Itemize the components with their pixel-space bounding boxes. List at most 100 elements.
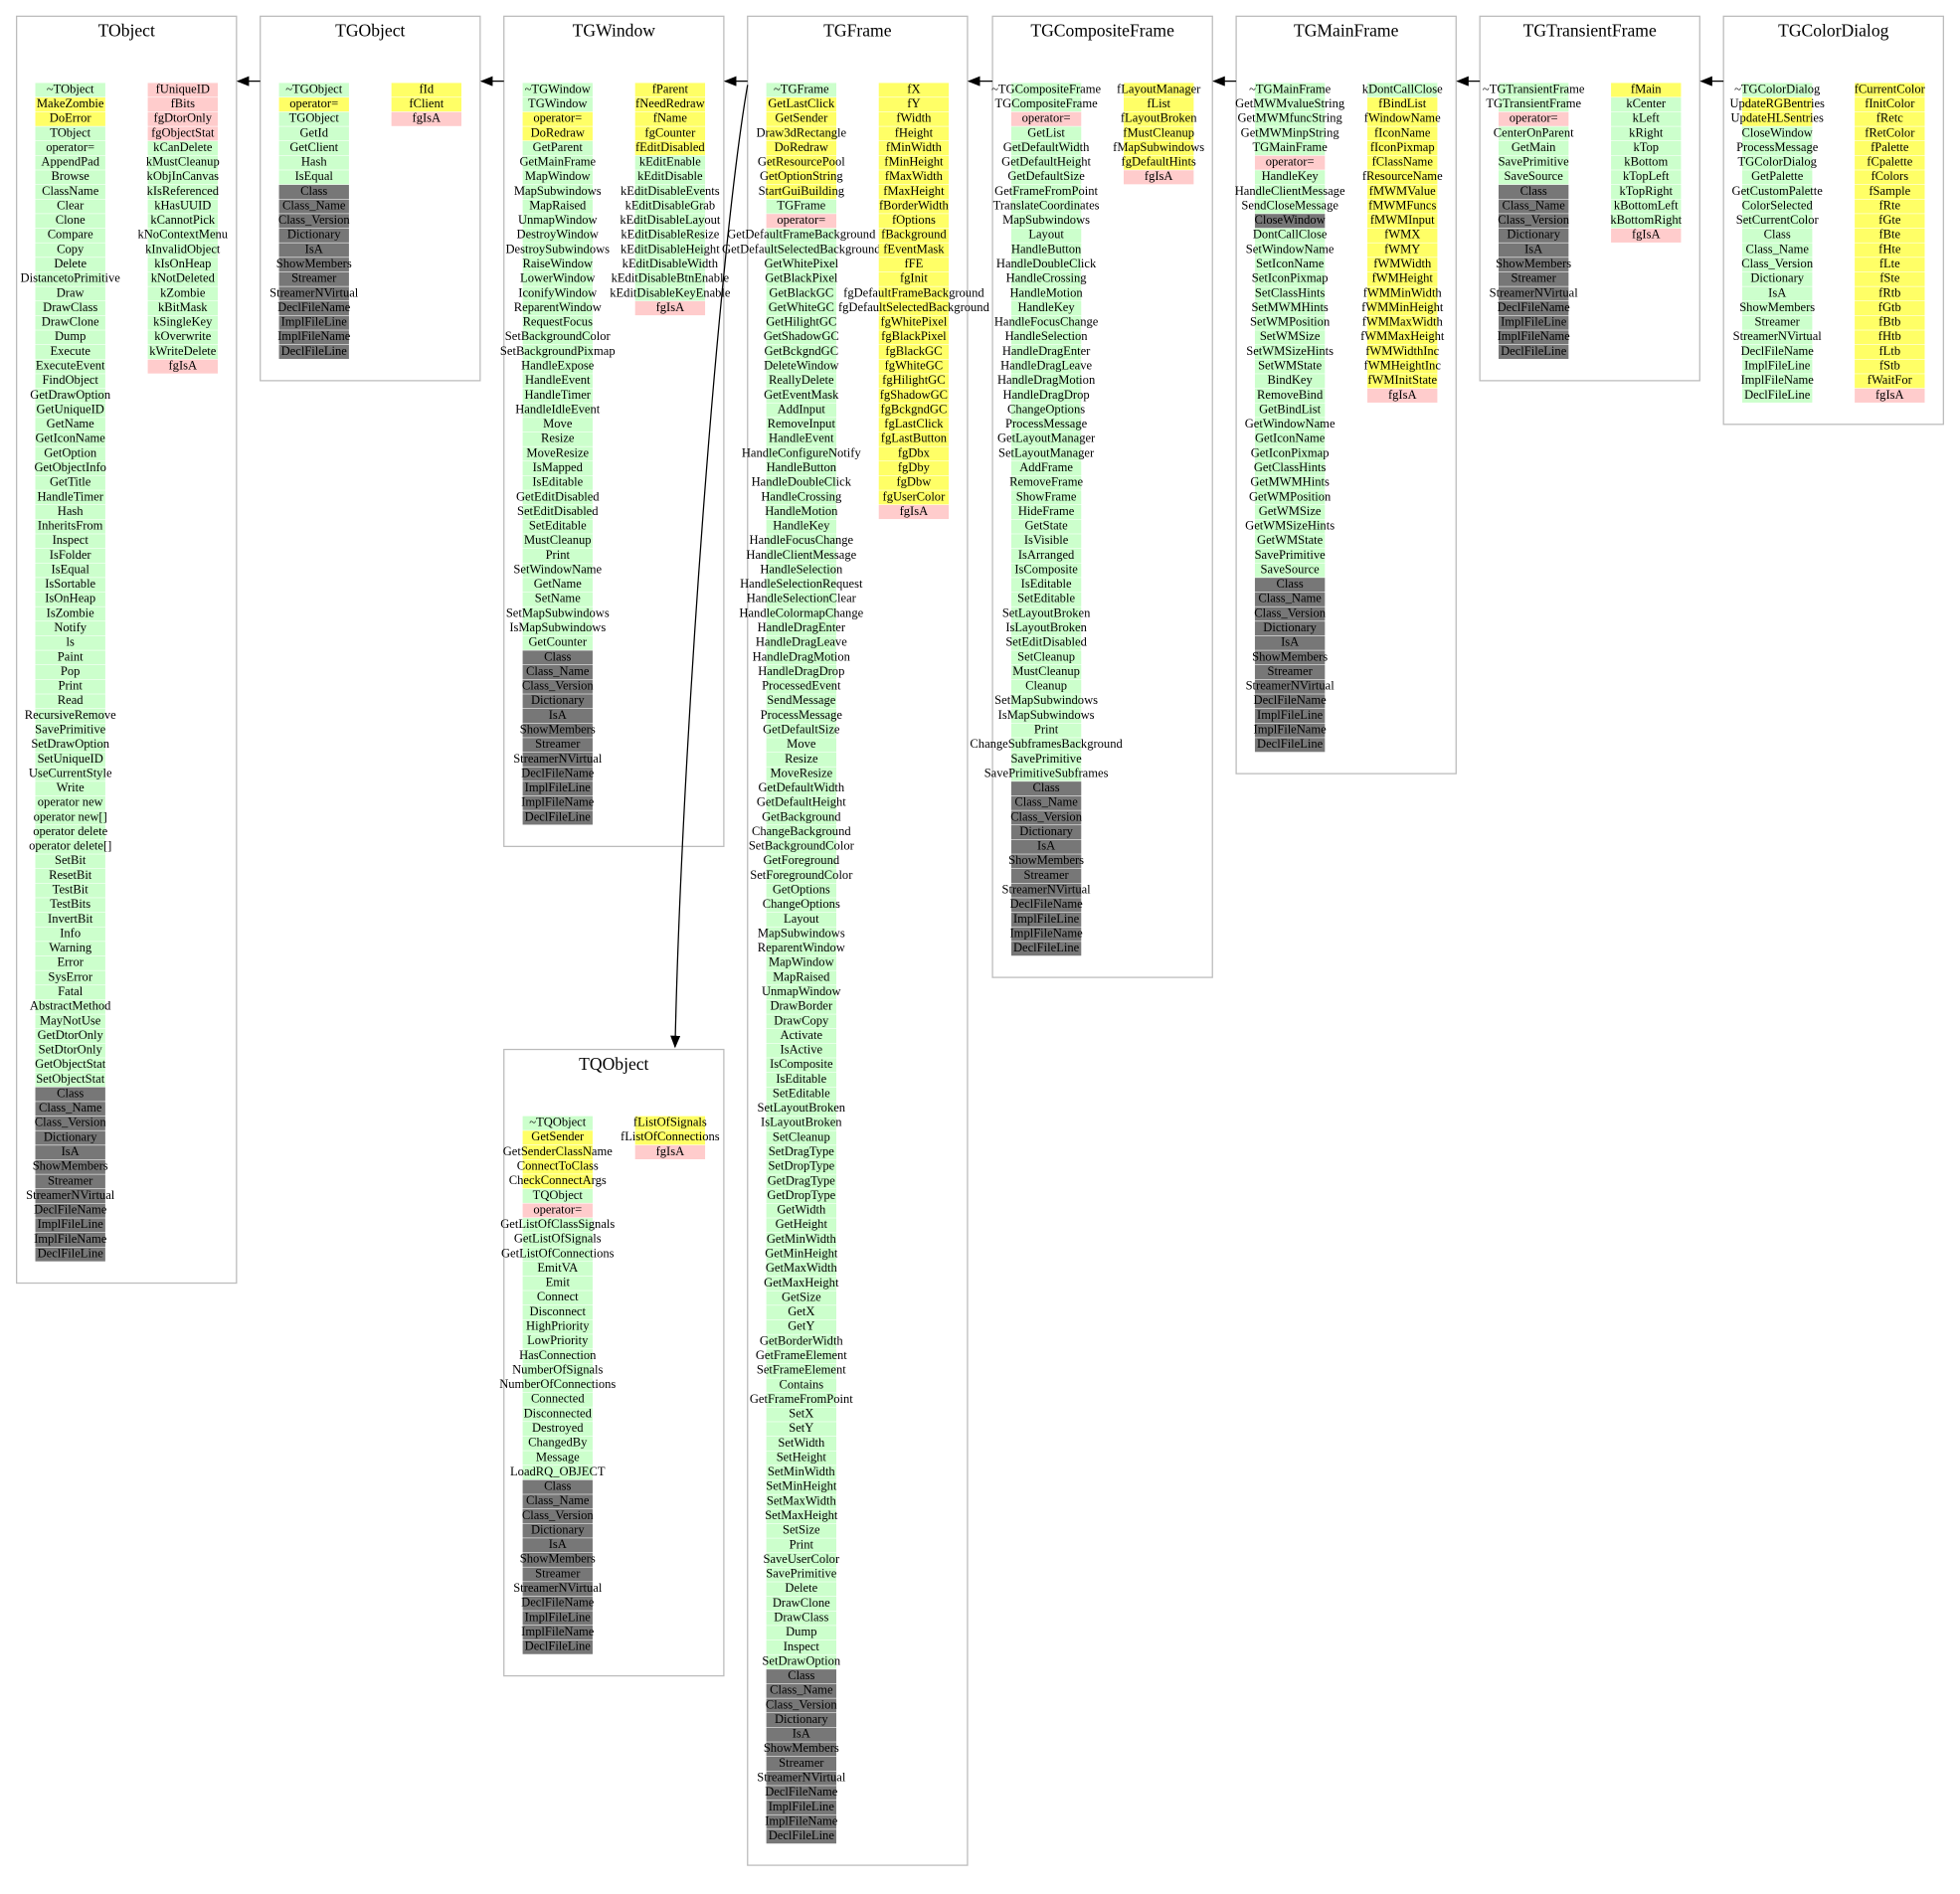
cell [522, 1552, 593, 1567]
cell [1010, 795, 1082, 810]
member-name: fBackground [881, 228, 947, 242]
method-name: ChangeOptions [1007, 402, 1085, 416]
cell [522, 461, 593, 476]
cell [766, 111, 836, 126]
method-name: HandleSelectionRequest [740, 577, 863, 591]
cell [766, 1523, 836, 1538]
cell [1855, 388, 1925, 403]
cell [35, 184, 105, 199]
cell [766, 286, 836, 301]
cell [1742, 83, 1813, 97]
method-name: IsEditable [532, 475, 583, 489]
cell [278, 243, 349, 258]
method-name: DeclFileLine [1013, 941, 1080, 954]
member-name: kMustCleanup [146, 155, 220, 169]
cell [1611, 228, 1682, 243]
cell [35, 461, 105, 476]
cell [35, 199, 105, 214]
cell [35, 578, 105, 593]
member-name: kTopRight [1620, 184, 1674, 198]
cell [35, 1087, 105, 1102]
method-name: MapRaised [773, 969, 830, 983]
cell [1742, 214, 1813, 229]
cell [147, 344, 218, 360]
method-name: Destroyed [532, 1421, 584, 1435]
cell [35, 1203, 105, 1218]
cell [522, 1218, 593, 1233]
method-name: GetMaxHeight [764, 1276, 839, 1290]
cell [1010, 635, 1082, 650]
cell [1742, 344, 1813, 360]
method-name: ShowMembers [33, 1159, 108, 1173]
method-name: MapSubwindows [1002, 213, 1090, 227]
cell [35, 1102, 105, 1117]
cell [878, 446, 950, 461]
cell [1498, 97, 1569, 112]
method-name: operator delete[] [29, 839, 111, 853]
cell [522, 1144, 593, 1159]
cell [1742, 155, 1813, 170]
cell [1254, 330, 1326, 345]
method-name: GetState [1024, 519, 1068, 533]
method-name: Class_Version [522, 1508, 595, 1522]
method-name: ProcessMessage [1736, 140, 1819, 154]
method-name: Dictionary [1750, 271, 1804, 285]
method-name: SendMessage [767, 693, 835, 707]
method-name: ShowMembers [1252, 649, 1328, 663]
cell [766, 1028, 836, 1044]
cell [766, 1727, 836, 1742]
method-name: TObject [50, 125, 90, 139]
member-name: kBottom [1624, 155, 1668, 169]
member-name: fListOfSignals [633, 1116, 707, 1129]
method-name: GetMWMinpString [1241, 125, 1340, 139]
method-name: GetDefaultSize [1007, 169, 1085, 183]
cell [147, 214, 218, 229]
cell [35, 475, 105, 490]
cell [1367, 388, 1438, 403]
method-name: ImplFileLine [281, 315, 348, 329]
method-name: StreamerNVirtual [1490, 285, 1579, 299]
method-name: LoadRQ_OBJECT [510, 1464, 606, 1478]
method-name: GetForeground [763, 853, 839, 867]
cell [1498, 140, 1569, 156]
cell [522, 635, 593, 650]
class-box: TGFrame~TGFrameGetLastClickGetSenderDraw… [722, 15, 990, 1866]
cell [35, 243, 105, 258]
method-name: ClassName [42, 184, 99, 198]
cell [1124, 140, 1194, 156]
member-name: fHeight [895, 125, 934, 139]
cell [278, 126, 349, 141]
cell [35, 490, 105, 505]
method-name: Class_Name [1258, 592, 1322, 605]
method-name: SetEditable [1017, 592, 1075, 605]
method-name: MoveResize [770, 766, 832, 779]
method-name: SendCloseMessage [1241, 198, 1338, 212]
method-name: Class [57, 1086, 84, 1100]
method-name: DestroyWindow [517, 228, 599, 242]
cell [1498, 315, 1569, 330]
class-title: TObject [98, 21, 155, 41]
member-name: fgWhitePixel [880, 315, 947, 329]
cell [1742, 301, 1813, 316]
method-name: SetBackgroundPixmap [500, 344, 616, 358]
cell [1498, 155, 1569, 170]
cell [35, 767, 105, 781]
member-name: fWMHeightInc [1364, 358, 1442, 372]
member-name: fLayoutBroken [1121, 111, 1197, 125]
method-name: GetDropType [767, 1188, 835, 1202]
method-name: SetWMSizeHints [1246, 344, 1334, 358]
method-name: GetSize [782, 1290, 821, 1303]
cell [766, 271, 836, 286]
cell [1010, 418, 1082, 432]
method-name: ChangeSubframesBackground [970, 737, 1123, 751]
cell [522, 359, 593, 374]
cell [1254, 301, 1326, 316]
method-name: Class [1520, 184, 1547, 198]
method-name: Paint [58, 649, 84, 663]
method-name: IsLayoutBroken [761, 1116, 842, 1129]
method-name: DontCallClose [1253, 228, 1328, 242]
method-name: LowPriority [527, 1333, 589, 1347]
cell [766, 214, 836, 229]
cell [766, 1538, 836, 1553]
method-name: GetObjectStat [35, 1057, 106, 1071]
